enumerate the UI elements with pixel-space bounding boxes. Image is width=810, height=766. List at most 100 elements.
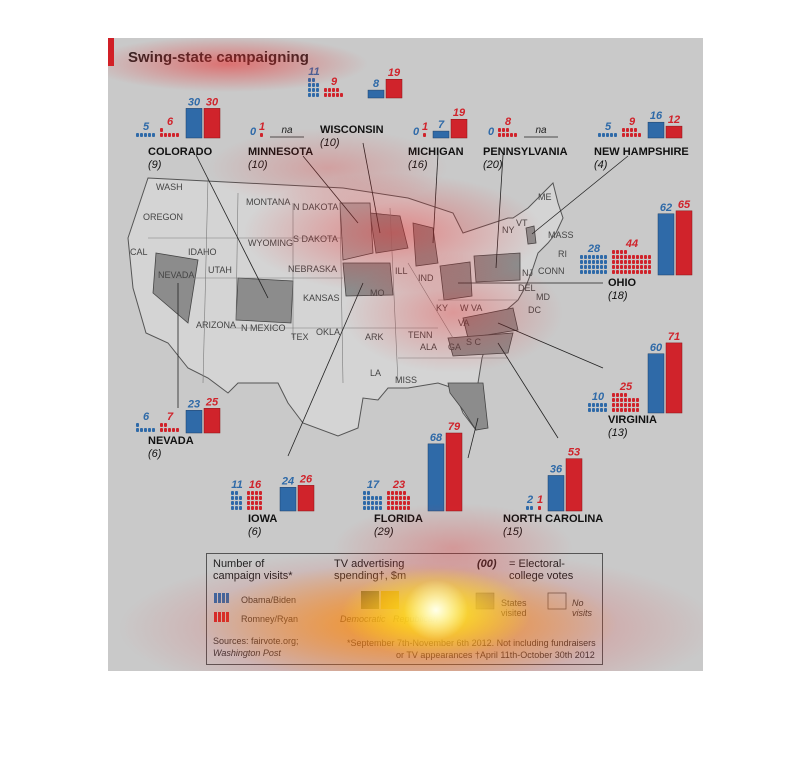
visit-mark [592,408,595,412]
visit-mark [399,501,402,505]
visit-mark [612,265,615,269]
visit-mark [399,506,402,510]
visit-mark [395,491,398,495]
visit-mark [498,133,501,137]
visit-mark [399,496,402,500]
visit-mark [612,250,615,254]
romney-tv-value: 65 [678,199,691,211]
new-hampshire-state [525,225,537,245]
visit-mark [624,408,627,412]
visit-mark [308,93,311,97]
visit-mark [391,491,394,495]
visit-mark [580,265,583,269]
visit-mark [371,501,374,505]
obama-tv-bar [185,410,203,434]
visit-mark [588,265,591,269]
visit-mark [584,270,587,274]
map-label: LA [370,368,381,378]
visit-mark [616,260,619,264]
romney-tv-value: 53 [568,447,580,459]
map-label: NEBRASKA [288,264,337,274]
obama-tv-bar [657,213,675,276]
visit-mark [630,128,633,132]
obama-tv-bar [427,443,445,512]
map-label: N MEXICO [241,323,286,333]
romney-tv-value: 12 [668,114,680,126]
visit-mark [616,255,619,259]
map-label: ARIZONA [196,320,236,330]
visit-mark [634,133,637,137]
obama-tv-value: 68 [430,432,443,444]
minnesota-state [339,202,374,261]
visit-mark [600,260,603,264]
visit-mark [239,506,242,510]
visit-mark [387,506,390,510]
visit-mark [506,128,509,132]
visit-mark [640,270,643,274]
romney-tv-value: 19 [453,107,466,119]
visit-mark [626,128,629,132]
visit-mark [255,496,258,500]
visit-mark [371,496,374,500]
visit-mark [140,428,143,432]
visit-mark [588,270,591,274]
visit-mark [312,93,315,97]
obama-tv-value: 23 [187,398,200,410]
visit-mark [231,501,234,505]
visit-mark [588,255,591,259]
obama-visits-value: 5 [605,121,612,133]
visit-mark [630,133,633,137]
visit-mark [144,133,147,137]
state-name-label: PENNSYLVANIA [483,146,568,158]
visit-mark [371,506,374,510]
map-label: TENN [408,330,433,340]
legend-ev-key: (00) [477,558,497,570]
map-label: CAL [130,247,148,257]
visit-mark [580,255,583,259]
na-label: na [281,125,293,136]
state-name-label: FLORIDA [374,513,423,525]
visit-mark [324,93,327,97]
visit-mark [620,403,623,407]
state-name-label: NEW HAMPSHIRE [594,146,689,158]
romney-tv-bar [297,485,315,512]
visit-mark [160,133,163,137]
visit-mark [148,428,151,432]
map-label: W VA [460,303,482,313]
visit-mark [506,133,509,137]
state-electoral-votes: (16) [408,159,428,171]
visit-mark [628,265,631,269]
visit-mark [632,270,635,274]
visit-mark [363,496,366,500]
visit-mark [592,265,595,269]
obama-tv-value: 60 [650,342,663,354]
map-label: IND [418,273,434,283]
visit-mark [251,496,254,500]
visit-mark [632,408,635,412]
romney-visits-value: 23 [392,479,405,491]
visit-mark [367,506,370,510]
leader-line [497,322,604,369]
map-label: OREGON [143,212,183,222]
map-label: VA [458,318,469,328]
visit-mark [640,260,643,264]
visit-mark [596,403,599,407]
state-name-label: VIRGINIA [608,414,657,426]
obama-visits-value: 10 [592,391,605,403]
legend-sources-2: Washington Post [213,648,281,658]
obama-visits-value: 0 [488,126,495,138]
visit-mark [308,78,311,82]
visit-mark [316,93,319,97]
romney-tv-bar [675,210,693,276]
map-label: ME [538,192,552,202]
visit-mark [399,491,402,495]
infographic-panel: Swing-state campaigning WASH OREGON CAL IDA… [108,38,703,671]
visit-mark [604,403,607,407]
visit-mark [136,423,139,427]
legend-footnote-2: or TV appearances †April 11th-October 30… [396,650,595,660]
visit-mark [403,496,406,500]
obama-visits-value: 17 [367,479,380,491]
visit-mark [144,428,147,432]
visit-mark [644,255,647,259]
visit-mark [604,265,607,269]
